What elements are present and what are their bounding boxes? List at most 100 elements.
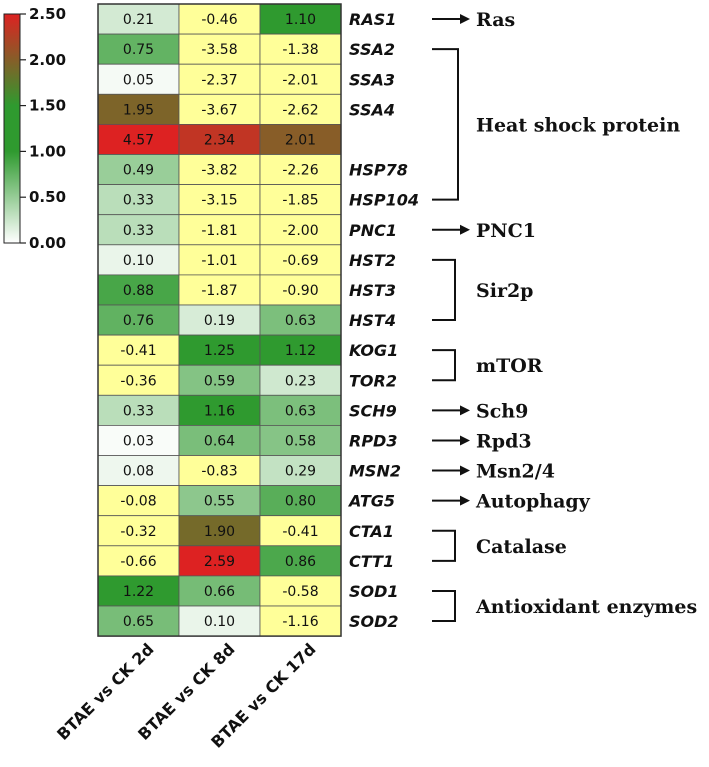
group-label: Ras: [476, 9, 515, 31]
heatmap-cell: [178, 214, 261, 246]
cell-value: 0.65: [123, 614, 154, 630]
cell-value: -1.81: [201, 223, 237, 239]
cell-value: -0.46: [201, 12, 237, 28]
group-annotations: Ras Heat shock protein PNC1 Sir2p mTOR Sch9 Rp…: [432, 9, 697, 623]
gene-label: CTA1: [349, 522, 394, 541]
cell-value: 0.58: [285, 433, 316, 449]
heatmap-cell: [178, 515, 261, 547]
group-label: Msn2/4: [476, 461, 555, 483]
cell-value: -2.01: [282, 72, 318, 88]
cell-value: -0.41: [282, 524, 318, 540]
group-label: mTOR: [476, 355, 543, 377]
group-label: Antioxidant enzymes: [475, 596, 697, 618]
cell-value: -1.87: [201, 283, 237, 299]
cell-value: -3.82: [201, 163, 237, 179]
colorbar-gradient: [3, 13, 21, 244]
cell-value: 1.22: [123, 584, 154, 600]
colorbar-tick-label: 1.00: [29, 142, 66, 160]
cell-value: -2.00: [282, 223, 318, 239]
cell-value: -0.66: [120, 554, 156, 570]
gene-label: RAS1: [349, 10, 396, 29]
arrow-icon: [460, 495, 470, 506]
cell-value: 1.10: [285, 12, 316, 28]
gene-label: ATG5: [347, 492, 395, 511]
cell-value: -0.58: [282, 584, 318, 600]
cell-value: 0.66: [204, 584, 235, 600]
cell-value: 0.75: [123, 42, 154, 58]
cell-value: -0.32: [120, 524, 156, 540]
arrow-icon: [460, 435, 470, 446]
gene-label: RPD3: [349, 431, 397, 450]
gene-label: MSN2: [349, 462, 401, 481]
cell-value: 0.10: [204, 614, 235, 630]
cell-value: 0.33: [123, 223, 154, 239]
gene-label: TOR2: [349, 371, 397, 390]
cell-value: 0.59: [204, 373, 235, 389]
group-label: Heat shock protein: [476, 114, 680, 136]
gene-label: SOD1: [349, 582, 399, 601]
colorbar: 2.50 2.00 1.50 1.00 0.50 0.00: [3, 5, 66, 252]
cell-value: -3.67: [201, 102, 237, 118]
group-bracket: [432, 258, 456, 322]
heatmap-cell: [97, 304, 180, 336]
cell-value: 0.63: [285, 313, 316, 329]
gene-label: SSA3: [349, 70, 395, 89]
group-label: Autophagy: [475, 491, 591, 513]
group-bracket: [432, 48, 459, 201]
cell-value: 0.76: [123, 313, 154, 329]
heatmap-cell: [259, 304, 342, 336]
cell-value: 0.86: [285, 554, 316, 570]
cell-value: -0.36: [120, 373, 156, 389]
heatmap-cell: [259, 515, 342, 547]
cell-value: -0.83: [201, 464, 237, 480]
group-label: Rpd3: [476, 430, 532, 452]
heatmap-cell: [259, 244, 342, 276]
gene-label: SSA2: [349, 40, 395, 59]
cell-value: -3.15: [201, 193, 237, 209]
heatmap-cell: [259, 334, 342, 366]
cell-value: 1.90: [204, 524, 235, 540]
heatmap-cell: [259, 485, 342, 517]
gene-label: HST3: [349, 281, 396, 300]
heatmap-cell: [178, 364, 261, 396]
cell-value: -1.16: [282, 614, 318, 630]
cell-value: 0.64: [204, 433, 235, 449]
heatmap-cell: [97, 485, 180, 517]
heatmap-cell: [97, 93, 180, 125]
cell-value: -0.90: [282, 283, 318, 299]
heatmap-cell: [259, 154, 342, 186]
heatmap-cell: [178, 485, 261, 517]
cell-value: 0.03: [123, 433, 154, 449]
cell-value: 0.63: [285, 403, 316, 419]
cell-value: -3.58: [201, 42, 237, 58]
group-label: Sch9: [476, 400, 528, 422]
gene-label: PNC1: [349, 221, 397, 240]
gene-label: CTT1: [349, 552, 394, 571]
cell-value: 0.80: [285, 494, 316, 510]
cell-value: -1.38: [282, 42, 318, 58]
colorbar-tick-label: 2.00: [29, 51, 66, 69]
colorbar-tick-label: 0.00: [29, 234, 66, 252]
cell-value: -1.85: [282, 193, 318, 209]
heatmap-cell: [178, 124, 261, 155]
heatmap-cell: [178, 394, 261, 426]
heatmap-cell: [259, 394, 342, 426]
heatmap-cell: [97, 63, 180, 95]
group-bracket: [432, 529, 456, 562]
gene-label: SCH9: [349, 401, 397, 420]
heatmap-cell: [178, 605, 261, 637]
cell-value: -2.37: [201, 72, 237, 88]
cell-value: 0.08: [123, 464, 154, 480]
arrow-icon: [460, 465, 470, 476]
arrow-icon: [460, 405, 470, 416]
heatmap-cell: [259, 605, 342, 637]
arrow-icon: [460, 224, 470, 235]
group-label: Sir2p: [476, 280, 533, 302]
heatmap-cell: [97, 33, 180, 65]
cell-value: 0.23: [285, 373, 316, 389]
heatmap-cell: [259, 545, 342, 577]
cell-value: 0.49: [123, 163, 154, 179]
cell-value: 0.29: [285, 464, 316, 480]
